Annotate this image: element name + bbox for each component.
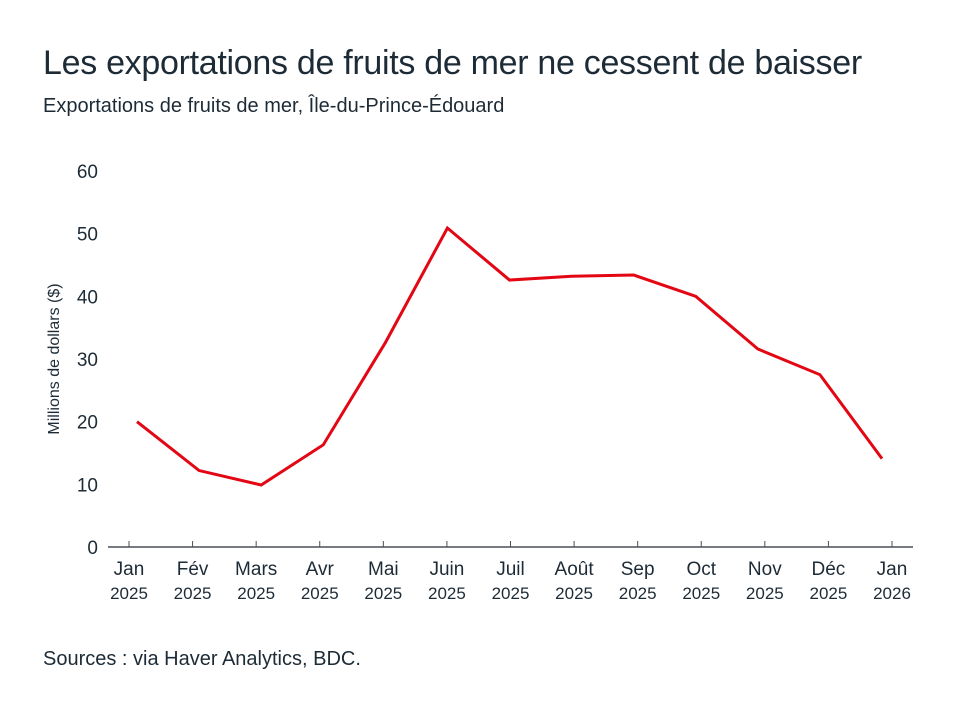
source-note: Sources : via Haver Analytics, BDC. xyxy=(43,648,361,670)
x-tick-label-year: 2025 xyxy=(237,584,275,603)
x-tick-label-year: 2025 xyxy=(810,584,848,603)
x-tick-label-month: Nov xyxy=(748,559,782,580)
x-tick-label-month: Jan xyxy=(114,559,145,580)
chart-title: Les exportations de fruits de mer ne ces… xyxy=(43,44,862,82)
y-tick-label: 50 xyxy=(77,225,98,246)
x-tick-label-month: Mai xyxy=(368,559,399,580)
y-tick-label: 10 xyxy=(77,475,98,496)
x-tick-label-month: Avr xyxy=(306,559,335,580)
x-tick-label-month: Mars xyxy=(235,559,277,580)
x-tick-label-year: 2025 xyxy=(746,584,784,603)
x-tick-label-month: Oct xyxy=(686,559,716,580)
x-tick-label-year: 2025 xyxy=(428,584,466,603)
x-tick-label-month: Déc xyxy=(812,559,846,580)
y-tick-label: 20 xyxy=(77,413,98,434)
x-tick-label-year: 2025 xyxy=(682,584,720,603)
x-tick-label-year: 2025 xyxy=(174,584,212,603)
x-tick-label-year: 2025 xyxy=(555,584,593,603)
y-tick-label: 40 xyxy=(77,287,98,308)
x-tick-label-year: 2025 xyxy=(110,584,148,603)
x-tick-label-month: Août xyxy=(555,559,595,580)
y-tick-label: 60 xyxy=(77,162,98,183)
y-tick-label: 30 xyxy=(77,350,98,371)
x-tick-label-month: Juin xyxy=(429,559,464,580)
x-tick-label-month: Sep xyxy=(621,559,655,580)
x-tick-label-year: 2025 xyxy=(364,584,402,603)
x-tick-label-month: Jan xyxy=(877,559,908,580)
y-tick-label: 0 xyxy=(87,538,98,559)
x-tick-label-year: 2025 xyxy=(301,584,339,603)
x-tick-label-month: Juil xyxy=(496,559,525,580)
x-tick-label-year: 2026 xyxy=(873,584,911,603)
x-tick-label-month: Fév xyxy=(177,559,209,580)
x-tick-label-year: 2025 xyxy=(619,584,657,603)
y-axis-label: Millions de dollars ($) xyxy=(46,283,63,434)
x-tick-label-year: 2025 xyxy=(492,584,530,603)
series-line xyxy=(136,225,884,487)
chart-subtitle: Exportations de fruits de mer, Île-du-Pr… xyxy=(43,95,505,117)
